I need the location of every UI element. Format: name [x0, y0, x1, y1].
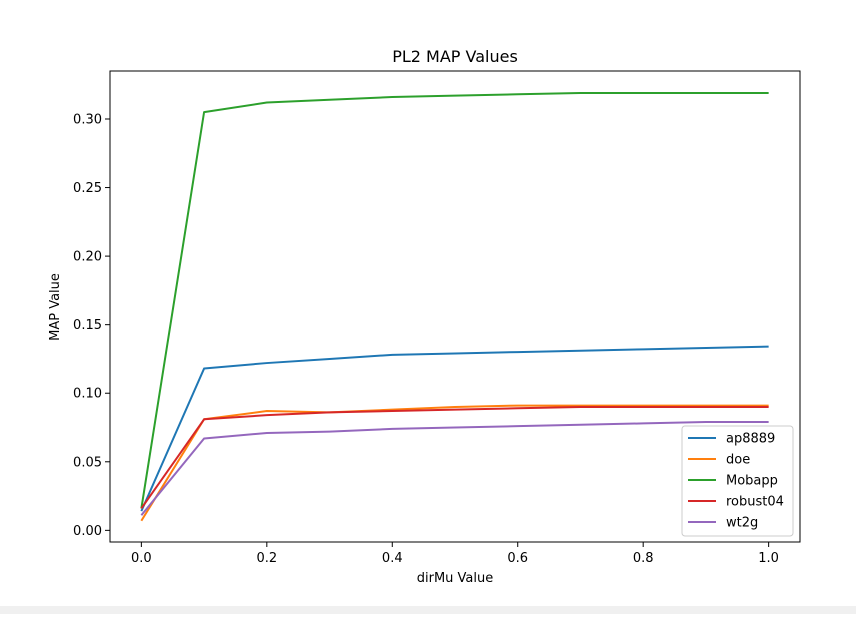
y-tick-label: 0.30 [73, 112, 102, 127]
series-line-wt2g [140, 421, 769, 516]
y-tick-label: 0.10 [73, 387, 102, 402]
series-line-mobapp [140, 91, 769, 509]
x-tick-label: 0.8 [633, 551, 654, 566]
series-line-robust04 [140, 405, 769, 509]
x-tick-label: 0.0 [131, 551, 152, 566]
plot-frame [109, 70, 801, 543]
legend-label: Mobapp [726, 474, 778, 489]
x-tick-label: 0.4 [382, 551, 403, 566]
chart-title: PL2 MAP Values [392, 47, 518, 66]
x-tick-label: 0.2 [256, 551, 277, 566]
y-tick-label: 0.20 [73, 250, 102, 265]
legend-label: ap8889 [726, 432, 775, 447]
x-tick-label: 0.6 [507, 551, 528, 566]
legend-label: wt2g [726, 516, 758, 531]
y-tick-label: 0.25 [73, 181, 102, 196]
window-bottom-strip [0, 606, 856, 614]
x-axis-label: dirMu Value [417, 571, 494, 586]
legend-box [681, 425, 794, 537]
series-line-ap8889 [140, 345, 769, 512]
series-line-doe [140, 404, 769, 522]
y-axis-label: MAP Value [48, 273, 63, 341]
y-tick-label: 0.05 [73, 455, 102, 470]
legend: ap8889 doe Mobapp robust04 wt2g [681, 425, 794, 537]
x-tick-label: 1.0 [758, 551, 779, 566]
legend-label: robust04 [726, 495, 784, 510]
y-tick-label: 0.00 [73, 524, 102, 539]
y-tick-label: 0.15 [73, 318, 102, 333]
legend-label: doe [726, 453, 750, 468]
